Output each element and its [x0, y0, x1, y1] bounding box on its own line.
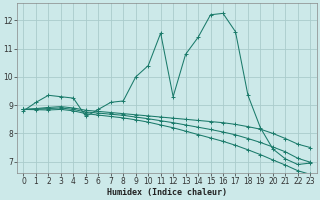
X-axis label: Humidex (Indice chaleur): Humidex (Indice chaleur)	[107, 188, 227, 197]
